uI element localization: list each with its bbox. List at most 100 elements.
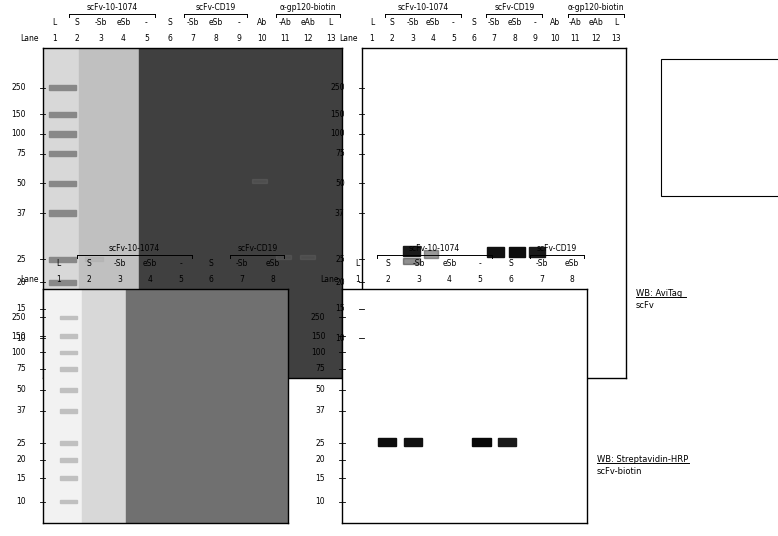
Text: 4: 4: [430, 34, 436, 43]
Bar: [49, 211, 75, 215]
Text: 10: 10: [335, 334, 345, 343]
Text: 2: 2: [75, 34, 79, 43]
Text: 15: 15: [316, 474, 325, 483]
Text: eSb: eSb: [565, 259, 579, 268]
Text: eSb: eSb: [265, 259, 279, 268]
Text: 6: 6: [471, 34, 476, 43]
Bar: [43, 289, 82, 523]
Bar: [60, 367, 77, 370]
Bar: [49, 131, 75, 137]
Bar: [378, 438, 396, 445]
Text: 10: 10: [316, 497, 325, 506]
Bar: [43, 48, 79, 378]
Text: 8: 8: [569, 275, 574, 284]
Text: 6: 6: [209, 275, 214, 284]
Text: 4: 4: [148, 275, 152, 284]
Text: WB: AviTag: WB: AviTag: [636, 289, 682, 298]
Text: 100: 100: [11, 130, 26, 138]
Text: eAb: eAb: [300, 18, 315, 27]
Text: 25: 25: [335, 255, 345, 264]
Text: -Sb: -Sb: [187, 18, 198, 27]
Text: 2: 2: [390, 34, 394, 43]
Text: -Sb: -Sb: [406, 18, 419, 27]
Text: Lane: Lane: [20, 34, 39, 43]
Text: 250: 250: [11, 83, 26, 92]
Text: 20: 20: [16, 278, 26, 287]
Bar: [49, 257, 75, 262]
Text: eAb: eAb: [588, 18, 603, 27]
Text: Lane: Lane: [339, 34, 358, 43]
Text: 8: 8: [270, 275, 275, 284]
Bar: [60, 442, 77, 445]
Text: 37: 37: [335, 209, 345, 218]
Text: scFv: scFv: [636, 301, 654, 310]
Text: L: L: [52, 18, 57, 27]
Text: 20: 20: [16, 455, 26, 464]
Text: 5: 5: [451, 34, 456, 43]
Text: 25: 25: [16, 439, 26, 448]
Text: 13: 13: [326, 34, 335, 43]
Text: scFv-10-1074: scFv-10-1074: [109, 244, 160, 253]
Bar: [60, 458, 77, 461]
Text: 5: 5: [478, 275, 482, 284]
Text: eSb: eSb: [143, 259, 157, 268]
Text: 37: 37: [16, 406, 26, 415]
Text: 10: 10: [16, 497, 26, 506]
Text: -Ab = antibody-biotin removed: -Ab = antibody-biotin removed: [670, 151, 773, 157]
Bar: [49, 306, 75, 311]
Text: 3: 3: [416, 275, 422, 284]
Text: 6: 6: [508, 275, 513, 284]
Text: 10: 10: [257, 34, 267, 43]
Text: L: L: [56, 259, 60, 268]
Text: 3: 3: [98, 34, 103, 43]
Text: 8: 8: [512, 34, 517, 43]
Text: 9: 9: [237, 34, 241, 43]
Text: -: -: [237, 18, 240, 27]
Text: 1: 1: [356, 275, 360, 284]
Text: eSb: eSb: [507, 18, 521, 27]
Text: scFv-CD19: scFv-CD19: [494, 3, 534, 12]
Text: 8: 8: [213, 34, 218, 43]
Text: 100: 100: [310, 348, 325, 357]
Text: -Sb = scFv-biotin removed: -Sb = scFv-biotin removed: [670, 101, 758, 107]
Text: 75: 75: [16, 364, 26, 373]
Text: 25: 25: [316, 439, 325, 448]
Text: 11: 11: [571, 34, 580, 43]
Bar: [509, 247, 525, 257]
Bar: [60, 477, 77, 480]
Text: Lane: Lane: [320, 275, 338, 284]
Text: 7: 7: [240, 275, 244, 284]
Text: 7: 7: [492, 34, 496, 43]
Bar: [49, 181, 75, 186]
Text: Ab = antibody-biotin: Ab = antibody-biotin: [670, 135, 739, 140]
Text: 6: 6: [167, 34, 172, 43]
Bar: [404, 438, 422, 445]
Bar: [424, 250, 439, 258]
Text: 15: 15: [16, 474, 26, 483]
Text: eSb: eSb: [209, 18, 223, 27]
Bar: [49, 111, 75, 117]
Text: 3: 3: [410, 34, 415, 43]
Text: Lane: Lane: [20, 275, 39, 284]
Text: 100: 100: [11, 348, 26, 357]
Bar: [487, 247, 504, 257]
Bar: [82, 289, 126, 523]
Bar: [60, 409, 77, 413]
Bar: [60, 500, 77, 503]
Text: 7: 7: [539, 275, 544, 284]
Text: -Sb: -Sb: [113, 259, 125, 268]
Text: 10: 10: [16, 334, 26, 343]
Bar: [252, 180, 268, 183]
Text: scFv-10-1074: scFv-10-1074: [408, 244, 460, 253]
Bar: [60, 388, 77, 392]
Text: 1: 1: [370, 34, 374, 43]
Text: eSb: eSb: [426, 18, 440, 27]
Bar: [276, 255, 292, 259]
Text: 2: 2: [386, 275, 391, 284]
Text: scFv-10-1074: scFv-10-1074: [86, 3, 138, 12]
Text: 10: 10: [550, 34, 560, 43]
Text: 9: 9: [532, 34, 537, 43]
Bar: [138, 48, 342, 378]
Text: 25: 25: [16, 255, 26, 264]
Text: 4: 4: [121, 34, 126, 43]
